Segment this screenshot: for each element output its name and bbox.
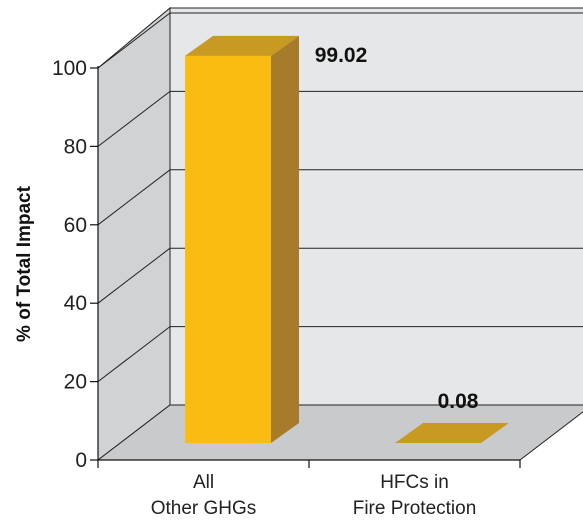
chart-floor <box>96 404 583 461</box>
bars: 99.02 0.08 <box>185 35 509 443</box>
y-tick-label: 60 <box>64 214 87 237</box>
y-axis-ticks: 0 20 40 60 80 100 <box>52 57 521 472</box>
bar-top <box>185 35 299 56</box>
grid-line-side <box>97 247 171 304</box>
grid-line-side <box>97 12 171 69</box>
bar: 0.08 <box>395 390 509 443</box>
grid-line-side <box>97 326 171 382</box>
y-tick-label: 0 <box>75 449 87 472</box>
y-tick-label: 20 <box>64 371 87 394</box>
grid-line-side <box>97 169 171 226</box>
grid-line-side <box>97 91 171 147</box>
chart-side-wall <box>97 6 171 462</box>
category-labels: All Other GHGs HFCs in Fire Protection <box>151 472 477 519</box>
bar-top <box>395 423 509 443</box>
y-tick-label: 40 <box>64 292 87 315</box>
y-tick-label: 100 <box>52 57 87 80</box>
bar-front <box>185 55 271 443</box>
x-category-label: All Other GHGs <box>151 472 257 519</box>
y-tick-label: 80 <box>64 135 87 158</box>
bar: 99.02 <box>185 35 368 443</box>
bar-data-label: 99.02 <box>315 44 368 67</box>
y-axis-label: % of Total Impact <box>14 185 35 342</box>
x-category-label: HFCs in Fire Protection <box>353 472 477 519</box>
bar-data-label: 0.08 <box>438 390 479 413</box>
chart-walls <box>96 6 583 462</box>
bar-side <box>271 35 299 443</box>
